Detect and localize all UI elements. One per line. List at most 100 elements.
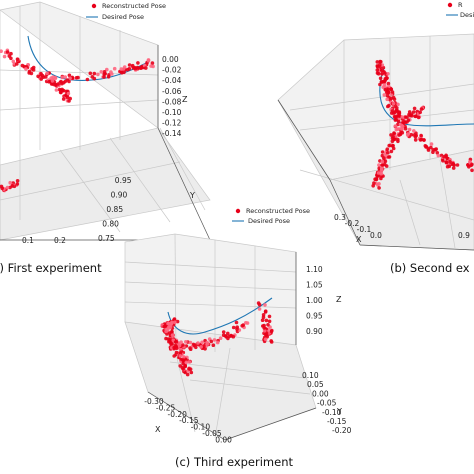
reconstructed-point: [269, 340, 274, 344]
reconstructed-point: [88, 71, 93, 76]
reconstructed-point: [387, 103, 391, 108]
reconstructed-point: [40, 73, 45, 78]
reconstructed-point: [380, 163, 384, 167]
reconstructed-point: [380, 72, 384, 76]
reconstructed-point: [85, 77, 90, 82]
panel-a-caption: (a) First experiment: [0, 261, 102, 275]
reconstructed-point: [405, 133, 410, 137]
reconstructed-point: [205, 342, 210, 346]
tick-label-z: -0.10: [162, 108, 182, 117]
reconstructed-point: [184, 360, 188, 365]
reconstructed-point: [181, 343, 185, 347]
reconstructed-point: [2, 54, 7, 59]
reconstructed-point: [266, 323, 270, 327]
reconstructed-point: [31, 68, 36, 72]
reconstructed-point: [380, 159, 385, 164]
reconstructed-point: [181, 358, 186, 362]
reconstructed-point: [418, 138, 423, 142]
reconstructed-point: [188, 367, 193, 372]
panel-a-tick-labels: 0.00 -0.02-0.04 -0.06-0.08 -0.10 -0.12-0.14 0…: [22, 55, 182, 245]
tick-label-z: 0.95: [306, 312, 323, 321]
tick-label-x: -0.1: [357, 225, 372, 234]
reconstructed-point: [184, 340, 188, 344]
reconstructed-point: [455, 163, 460, 167]
reconstructed-point: [436, 153, 441, 158]
reconstructed-point: [99, 70, 104, 74]
tick-label-z: 1.00: [306, 296, 323, 305]
reconstructed-point: [400, 115, 405, 119]
tick-label-y: -0.05: [317, 399, 337, 408]
reconstructed-point: [263, 337, 268, 342]
tick-label-x: -0.10: [191, 423, 211, 432]
panel-a-z-axis-label: Z: [182, 95, 188, 104]
reconstructed-point: [5, 185, 10, 190]
reconstructed-point: [170, 320, 174, 325]
tick-label-x: 0.3: [334, 213, 346, 222]
reconstructed-point: [211, 343, 216, 348]
reconstructed-point: [224, 334, 228, 339]
reconstructed-point: [112, 66, 117, 71]
reconstructed-point: [102, 72, 106, 76]
reconstructed-point: [387, 143, 392, 148]
panel-c: 1.101.051.000.950.900.100.050.00-0.05-0.…: [124, 207, 352, 469]
reconstructed-point: [234, 320, 239, 325]
reconstructed-point: [177, 343, 182, 348]
reconstructed-point: [231, 325, 236, 330]
reconstructed-point: [257, 307, 262, 311]
tick-label-x: 0.00: [215, 435, 232, 444]
legend-label-reconstructed: Reconstructed Pose: [246, 207, 310, 215]
reconstructed-point: [135, 65, 140, 70]
reconstructed-point: [68, 76, 72, 81]
panel-b-reconstructed-points: [371, 59, 474, 190]
reconstructed-point: [180, 365, 185, 370]
reconstructed-point: [45, 71, 49, 76]
reconstructed-point: [215, 340, 220, 345]
reconstructed-point: [60, 75, 65, 80]
reconstructed-point: [386, 151, 390, 155]
reconstructed-point: [50, 79, 55, 83]
reconstructed-point: [0, 49, 3, 53]
reconstructed-point: [416, 115, 421, 120]
reconstructed-point: [212, 338, 217, 342]
reconstructed-point: [54, 88, 59, 92]
reconstructed-point: [182, 355, 186, 359]
reconstructed-point: [396, 137, 400, 142]
tick-label-y: 0.90: [111, 191, 128, 200]
tick-label-x: -0.25: [156, 403, 176, 412]
tick-label-z: -0.14: [162, 129, 182, 138]
legend-label-desired: Desired Pose: [102, 13, 144, 21]
tick-label-z: 1.10: [306, 265, 323, 274]
reconstructed-point: [65, 78, 69, 82]
reconstructed-point: [390, 109, 395, 113]
reconstructed-point: [15, 179, 20, 183]
reconstructed-point: [393, 110, 398, 114]
panel-a-box: [0, 1, 211, 241]
reconstructed-point: [166, 325, 171, 330]
reconstructed-point: [470, 168, 474, 173]
reconstructed-point: [67, 73, 72, 78]
reconstructed-point: [102, 75, 106, 79]
reconstructed-point: [58, 90, 63, 95]
tick-label-y: -0.15: [327, 417, 347, 426]
reconstructed-point: [144, 66, 148, 70]
reconstructed-point: [383, 78, 388, 82]
panel-c-y-axis-label: Y: [336, 407, 342, 416]
reconstructed-point: [92, 76, 97, 81]
panel-b-tick-labels: 0.3-0.2-0.10.0 0.9: [334, 213, 470, 240]
reconstructed-point: [183, 364, 187, 369]
reconstructed-point: [375, 68, 380, 72]
reconstructed-point: [257, 302, 262, 307]
panel-c-z-axis-label: Z: [336, 295, 342, 304]
reconstructed-point: [136, 61, 140, 65]
tick-label-y: -0.10: [322, 408, 342, 417]
reconstructed-point: [125, 67, 130, 72]
reconstructed-point: [378, 76, 383, 81]
tick-label-x: -0.30: [144, 397, 164, 406]
tick-label-y: 0.05: [307, 380, 324, 389]
reconstructed-point: [378, 82, 382, 87]
reconstructed-point: [227, 334, 232, 339]
reconstructed-point: [403, 126, 408, 131]
reconstructed-point: [92, 71, 97, 76]
reconstructed-point: [168, 337, 172, 342]
